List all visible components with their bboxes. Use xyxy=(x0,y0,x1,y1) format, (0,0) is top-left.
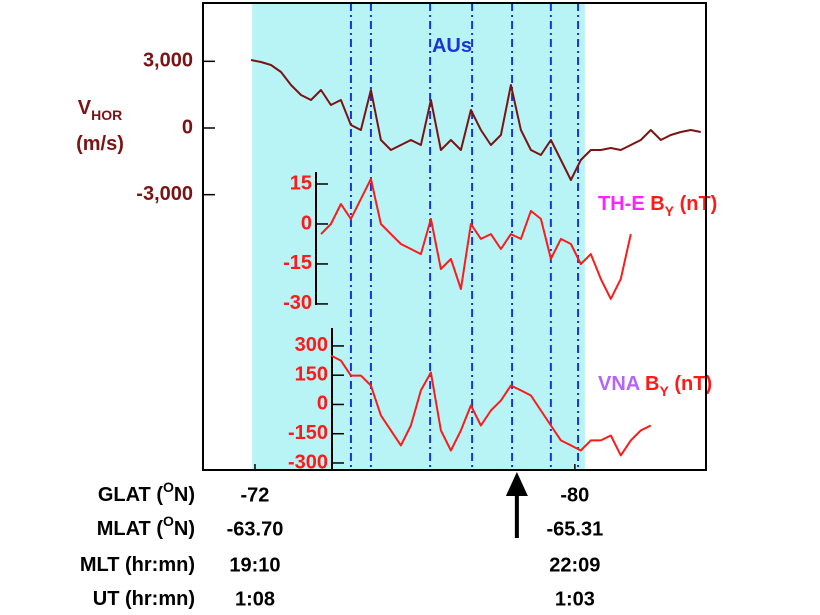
y-tick-label: 0 xyxy=(182,116,193,138)
label-part: V xyxy=(78,97,92,119)
label-part: B xyxy=(639,373,659,395)
label-part: UT (hr:mn) xyxy=(93,588,195,610)
chart-title: AUs xyxy=(432,35,472,57)
y-tick-label: 300 xyxy=(295,334,328,356)
label-part: Y xyxy=(659,383,669,399)
shade-layer xyxy=(252,3,585,470)
plot-frame xyxy=(202,2,707,471)
panel-label: (m/s) xyxy=(76,133,124,155)
label-part: HOR xyxy=(91,107,122,123)
label-part: GLAT ( xyxy=(98,484,164,506)
x-axis-label: GLAT (ON) xyxy=(98,479,195,507)
row-label: MLAT (ON) xyxy=(97,513,195,541)
label-part: MLT (hr:mn) xyxy=(80,554,195,576)
y-tick-label: 0 xyxy=(317,393,328,415)
row-label: MLT (hr:mn) xyxy=(80,554,195,576)
label-part: (nT) xyxy=(674,193,717,215)
y-tick-label: -3,000 xyxy=(136,183,193,205)
y-tick-label: 0 xyxy=(301,212,312,234)
row-value: 1:03 xyxy=(555,588,595,610)
arrow-head xyxy=(505,472,528,496)
panel-label: TH-E BY (nT) xyxy=(598,193,717,219)
label-part: VNA xyxy=(598,373,640,395)
data-line xyxy=(330,354,652,457)
label-part: N) xyxy=(174,484,195,506)
label-part: Y xyxy=(665,203,675,219)
data-line xyxy=(250,59,701,181)
row-value: 19:10 xyxy=(229,554,280,576)
y-tick-label: 15 xyxy=(290,172,312,194)
y-tick-label: -300 xyxy=(288,451,328,473)
label-part: (nT) xyxy=(669,373,712,395)
y-tick-label: -30 xyxy=(283,292,312,314)
row-value: -65.31 xyxy=(546,518,603,540)
y-tick-label: 150 xyxy=(295,363,328,385)
x-tick-label: -80 xyxy=(560,484,589,506)
panel-label: VHOR xyxy=(78,97,122,123)
label-part: (m/s) xyxy=(76,133,124,155)
y-tick-label: -150 xyxy=(288,422,328,444)
label-part: O xyxy=(163,479,174,495)
row-value: 22:09 xyxy=(549,554,600,576)
y-tick-label: -15 xyxy=(283,252,312,274)
panel-label: VNA BY (nT) xyxy=(598,373,712,399)
label-part: MLAT ( xyxy=(97,518,164,540)
y-tick-label: 3,000 xyxy=(143,50,193,72)
row-label: UT (hr:mn) xyxy=(93,588,195,610)
shaded-region xyxy=(252,3,585,470)
label-part: N) xyxy=(174,518,195,540)
label-part: TH-E xyxy=(598,193,645,215)
row-value: -63.70 xyxy=(227,518,284,540)
row-value: 1:08 xyxy=(235,588,275,610)
data-line xyxy=(320,177,632,300)
label-part: B xyxy=(645,193,665,215)
label-part: O xyxy=(163,513,174,529)
x-tick-label: -72 xyxy=(241,484,270,506)
